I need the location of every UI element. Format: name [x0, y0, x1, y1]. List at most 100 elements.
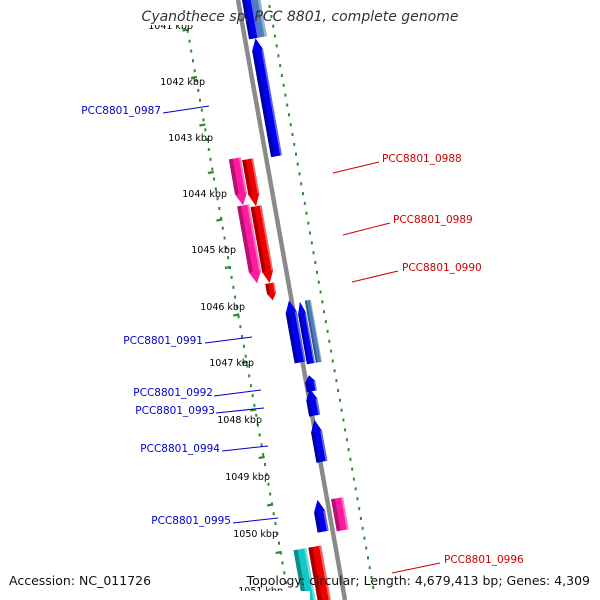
guide-dot [368, 566, 371, 570]
gene-feature[interactable] [305, 375, 317, 393]
guide-dot [367, 556, 369, 560]
guide-dot [279, 64, 282, 68]
gene-highlight [261, 49, 282, 156]
gene-label[interactable]: PCC8801_0988 [332, 153, 462, 174]
guide-dot [278, 541, 280, 545]
guide-dot [268, 5, 271, 8]
gene-label[interactable]: PCC8801_0995 [151, 515, 279, 527]
kbp-tick-label: 1049 kbp [225, 472, 270, 483]
gene-feature[interactable] [265, 282, 276, 301]
guide-dot [227, 256, 230, 260]
guide-dot [230, 275, 233, 279]
gene-name-text: PCC8801_0996 [444, 554, 524, 566]
gene-label[interactable]: PCC8801_0987 [81, 105, 210, 117]
gene-label[interactable]: PCC8801_0991 [123, 335, 253, 347]
guide-dot [356, 497, 359, 501]
gene-feature[interactable] [237, 204, 261, 284]
gene-feature[interactable] [228, 157, 247, 206]
guide-dot [323, 310, 326, 314]
gene-feature[interactable] [308, 545, 331, 600]
guide-dot [265, 472, 268, 476]
guide-dot [319, 290, 322, 294]
guide-dot [365, 546, 368, 550]
gene-label[interactable]: PCC8801_0989 [342, 214, 473, 236]
guide-dot [216, 197, 219, 201]
ruler-tick-mark [233, 313, 240, 317]
guide-dot [358, 507, 361, 511]
guide-dot [235, 305, 238, 309]
guide-dot [307, 221, 310, 225]
gene-feature[interactable] [285, 300, 306, 364]
guide-dot [372, 585, 375, 589]
gene-feature[interactable] [250, 205, 273, 284]
guide-dot [345, 438, 348, 442]
gene-feature[interactable] [293, 548, 317, 600]
gene-shade [305, 382, 311, 393]
guide-dot [277, 54, 280, 58]
gene-label[interactable]: PCC8801_0993 [135, 405, 265, 417]
gene-name-text: PCC8801_0992 [133, 387, 213, 399]
kbp-tick-label: 1048 kbp [217, 415, 262, 426]
kbp-tick-label: 1045 kbp [191, 245, 236, 256]
gene-feature[interactable] [242, 158, 260, 207]
guide-dot [260, 443, 263, 447]
guide-dot [335, 379, 338, 383]
gene-name-text: PCC8801_0989 [393, 214, 473, 226]
gene-name-text: PCC8801_0990 [402, 262, 482, 274]
gene-feature[interactable] [304, 299, 322, 363]
gene-label[interactable]: PCC8801_0996 [391, 554, 524, 574]
gene-shade [242, 159, 252, 196]
ruler-tick-mark [199, 123, 206, 127]
guide-dot [282, 83, 285, 87]
gene-leader-line [342, 222, 391, 236]
guide-dot [200, 108, 203, 112]
gene-leader-line [221, 445, 269, 452]
kbp-tick-label: 1042 kbp [160, 77, 205, 88]
gene-shade [265, 283, 270, 295]
guide-dot [302, 192, 304, 196]
guide-dot [272, 24, 275, 28]
gene-shade [228, 158, 239, 195]
gene-feature[interactable] [298, 301, 315, 365]
gene-label[interactable]: PCC8801_0992 [133, 387, 262, 399]
gene-label[interactable]: PCC8801_0994 [140, 443, 269, 455]
guide-dot [289, 123, 292, 127]
gene-feature[interactable] [314, 499, 329, 533]
guide-dot [188, 39, 191, 43]
gene-shade [250, 206, 266, 273]
guide-dot [344, 428, 347, 432]
kbp-tick-label: 1046 kbp [200, 302, 245, 313]
guide-dot [269, 492, 272, 496]
guide-dot [330, 349, 333, 353]
guide-dot [207, 148, 210, 151]
gene-highlight [319, 545, 331, 600]
gene-feature[interactable] [331, 497, 349, 532]
gene-leader-line [215, 407, 265, 414]
gene-highlight [238, 157, 247, 193]
gene-label[interactable]: PCC8801_0990 [351, 262, 482, 283]
gene-shade [314, 511, 322, 533]
gene-name-text: PCC8801_0993 [135, 405, 215, 417]
gene-name-text: PCC8801_0995 [151, 515, 231, 527]
guide-dot [190, 49, 193, 53]
gene-highlight [313, 380, 317, 391]
gene-highlight [304, 548, 316, 600]
gene-shade [242, 0, 253, 40]
gene-feature[interactable] [242, 0, 259, 40]
ruler-tick-mark [241, 360, 248, 365]
guide-dot [312, 251, 315, 255]
guide-dot [300, 182, 303, 186]
guide-dot [309, 231, 311, 235]
gene-body [252, 38, 282, 158]
gene-feature[interactable] [311, 419, 328, 463]
guide-dot [253, 403, 256, 407]
ruler-tick-mark [275, 550, 282, 555]
gene-feature[interactable] [252, 38, 282, 158]
guide-dot [342, 418, 345, 422]
gene-feature[interactable] [306, 388, 321, 417]
gene-shade [331, 498, 341, 532]
guide-dot [314, 261, 317, 264]
guide-dot [338, 398, 341, 402]
guide-dot [209, 157, 212, 161]
guide-dot [232, 285, 235, 289]
